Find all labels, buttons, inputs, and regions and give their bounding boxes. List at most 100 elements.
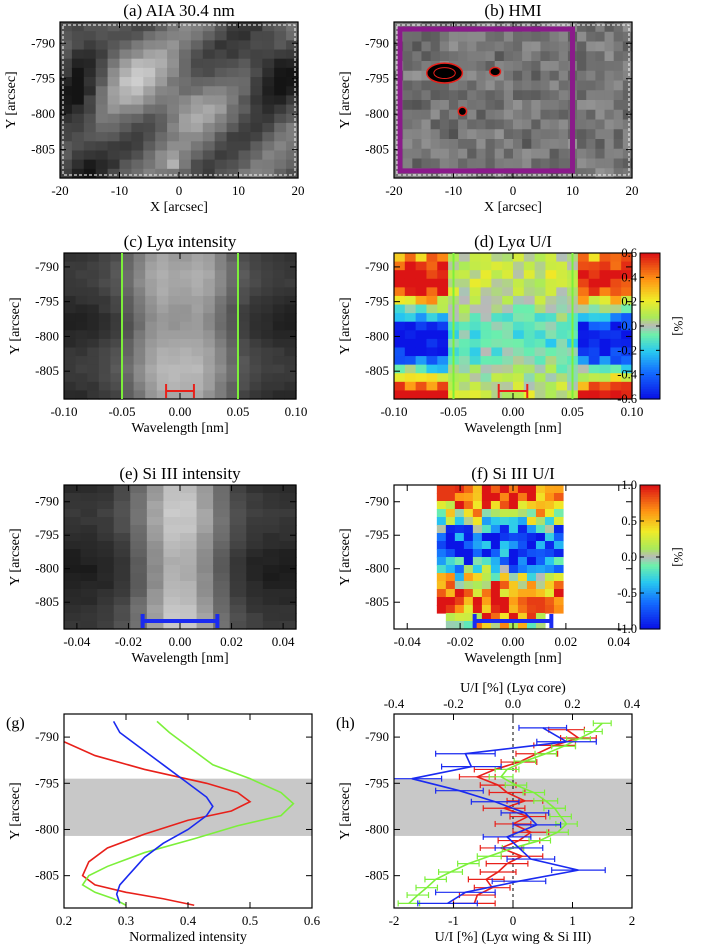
heatmap-cell (503, 100, 514, 111)
heatmap-cell (122, 304, 135, 314)
heatmap-cell (549, 168, 560, 179)
heatmap-cell (202, 150, 216, 161)
heatmap-cell (180, 304, 193, 314)
heatmap-cell (535, 589, 546, 598)
heatmap-cell (463, 501, 474, 510)
heatmap-cell (458, 321, 471, 331)
heatmap-cell (445, 533, 456, 542)
y-tick-label: -800 (35, 561, 59, 576)
heatmap-cell (180, 557, 198, 566)
heatmap-cell (196, 525, 214, 534)
colorbar-segment (640, 561, 660, 565)
heatmap-cell (415, 253, 428, 263)
heatmap-cell (155, 104, 168, 115)
heatmap-cell (622, 139, 633, 150)
heatmap-cell (229, 581, 247, 590)
colorbar-segment (640, 602, 660, 606)
heatmap-cell (279, 565, 297, 574)
heatmap-cell (415, 287, 428, 297)
heatmap-cell (545, 373, 557, 383)
heatmap-cell (599, 253, 611, 263)
heatmap-cell (83, 40, 97, 51)
heatmap-cell (238, 313, 251, 323)
heatmap-cell (445, 613, 456, 622)
colorbar-segment (640, 321, 660, 325)
heatmap-cell (262, 589, 281, 598)
heatmap-cell (133, 321, 146, 331)
heatmap-cell (180, 338, 193, 349)
heatmap-cell (119, 132, 132, 142)
heatmap-cell (262, 95, 275, 106)
heatmap-cell (229, 549, 247, 558)
heatmap-cell (214, 95, 228, 106)
heatmap-cell (463, 557, 474, 566)
heatmap-cell (613, 22, 624, 33)
x-tick-label: 0.00 (502, 634, 525, 649)
heatmap-cell (279, 589, 297, 598)
heatmap-cell (143, 159, 156, 170)
heatmap-cell (436, 597, 447, 606)
heatmap-cell (503, 80, 514, 91)
heatmap-cell (214, 104, 228, 115)
heatmap-cell (167, 122, 180, 133)
heatmap-cell (499, 485, 510, 494)
heatmap-cell (508, 621, 519, 630)
heatmap-cell (180, 493, 198, 502)
heatmap-cell (113, 541, 131, 550)
heatmap-cell (476, 168, 487, 179)
heatmap-cell (80, 501, 98, 510)
heatmap-cell (499, 597, 510, 606)
heatmap-cell (97, 541, 115, 550)
heatmap-cell (513, 270, 525, 280)
heatmap-cell (226, 270, 239, 280)
heatmap-cell (180, 261, 193, 271)
heatmap-cell (238, 347, 251, 357)
heatmap-cell (167, 113, 180, 124)
heatmap-cell (80, 589, 98, 598)
heatmap-cell (523, 381, 536, 392)
heatmap-cell (226, 31, 240, 41)
heatmap-cell (113, 613, 131, 622)
heatmap-cell (156, 253, 169, 263)
heatmap-cell (454, 597, 465, 606)
heatmap-cell (131, 168, 144, 179)
heatmap-cell (274, 86, 287, 97)
heatmap-cell (146, 525, 165, 534)
heatmap-cell (145, 381, 158, 392)
heatmap-cell (196, 605, 214, 614)
heatmap-cell (599, 390, 611, 400)
colorbar-segment (640, 521, 660, 524)
heatmap-cell (421, 119, 432, 130)
heatmap-cell (430, 31, 441, 43)
heatmap-cell (167, 31, 180, 41)
heatmap-cell (146, 517, 165, 526)
x-tick-label: -1 (448, 913, 459, 928)
heatmap-cell (494, 119, 505, 130)
heatmap-cell (226, 132, 240, 142)
heatmap-cell (190, 159, 204, 170)
heatmap-cell (558, 129, 569, 140)
heatmap-cell (95, 86, 109, 97)
heatmap-cell (604, 109, 615, 121)
heatmap-cell (284, 364, 297, 374)
heatmap-cell (191, 270, 204, 280)
series-line (81, 720, 295, 906)
heatmap-cell (445, 517, 456, 526)
heatmap-cell (463, 541, 474, 550)
heatmap-cell (180, 501, 198, 510)
x-tick-label: -20 (385, 183, 402, 198)
heatmap-cell (249, 347, 262, 357)
heatmap-cell (445, 589, 456, 598)
heatmap-cell (491, 304, 503, 314)
heatmap-cell (75, 364, 88, 374)
heatmap-cell (246, 549, 264, 558)
heatmap-cell (522, 158, 532, 169)
heatmap-cell (284, 287, 297, 297)
heatmap-cell (214, 304, 227, 314)
heatmap-cell (98, 287, 111, 297)
colorbar-segment (640, 291, 660, 295)
heatmap-cell (190, 150, 204, 161)
colorbar-tick-label: -0.2 (617, 343, 637, 357)
heatmap-cell (64, 321, 77, 331)
heatmap-cell (64, 501, 82, 510)
